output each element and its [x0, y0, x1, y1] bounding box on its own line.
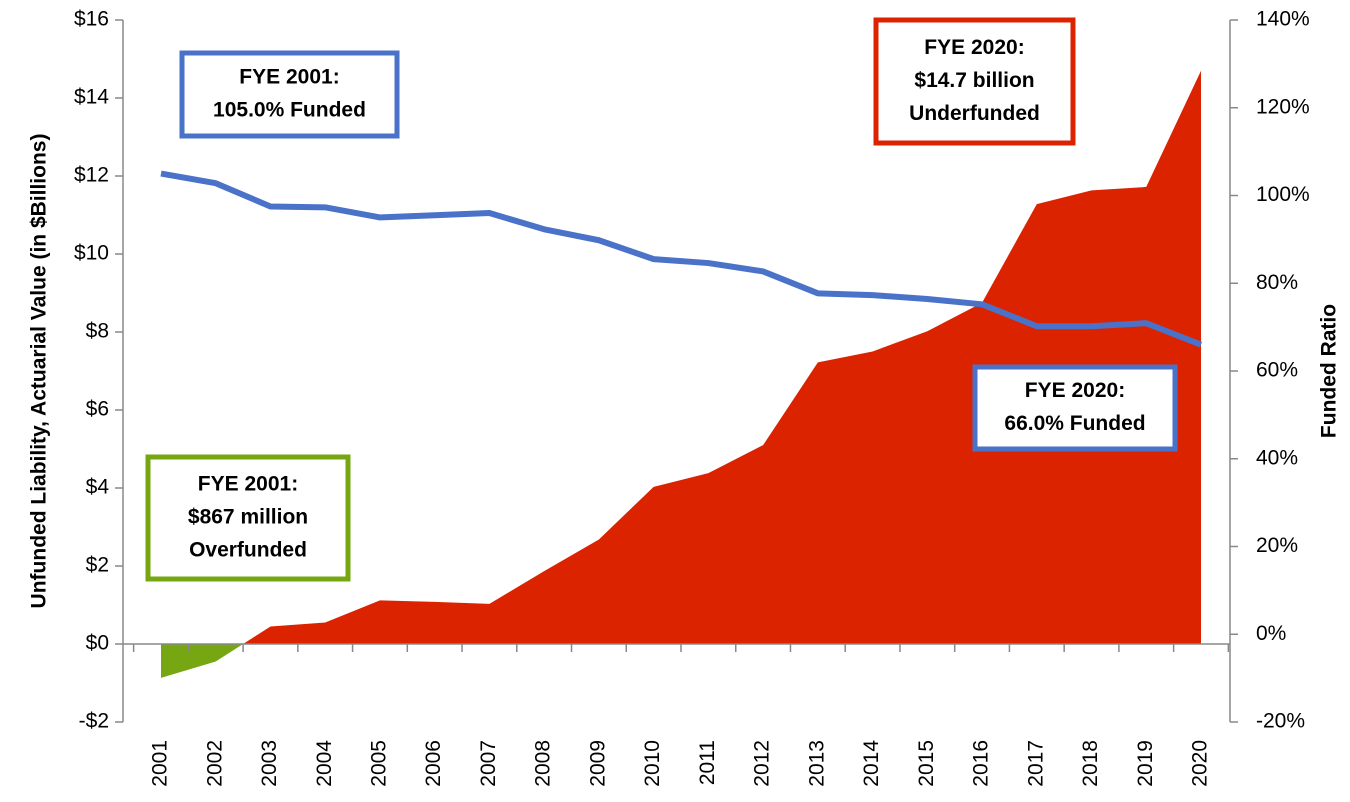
x-tick-label: 2004	[313, 740, 336, 787]
x-tick-label: 2017	[1024, 740, 1047, 787]
y-tick-label: $16	[74, 8, 109, 31]
y2-tick-label: 20%	[1256, 534, 1298, 557]
area	[161, 70, 1201, 678]
x-tick-label: 2019	[1134, 740, 1157, 787]
y-axis-title: Unfunded Liability, Actuarial Value (in …	[28, 134, 51, 609]
x-tick-label: 2012	[751, 740, 774, 787]
annotation-text: 66.0% Funded	[1004, 412, 1145, 435]
y2-tick-label: -20%	[1256, 710, 1305, 733]
x-tick-label: 2015	[915, 740, 938, 787]
annotation-text: Overfunded	[189, 539, 307, 562]
y2-tick-label: 60%	[1256, 359, 1298, 382]
y2-tick-label: 120%	[1256, 95, 1310, 118]
x-tick-label: 2002	[203, 740, 226, 787]
line	[160, 170, 1203, 348]
annotation-text: $14.7 billion	[914, 69, 1034, 92]
x-tick-label: 2011	[696, 740, 719, 785]
x-tick-label: 2009	[586, 740, 609, 787]
x-tick-label: 2001	[149, 740, 172, 787]
y-tick-label: $2	[86, 554, 109, 577]
x-tick-label: 2010	[641, 740, 664, 787]
y2-tick-label: 0%	[1256, 622, 1286, 645]
y-tick-label: -$2	[79, 710, 109, 733]
annotation-text: FYE 2001:	[198, 473, 298, 496]
annotation-text: FYE 2020:	[924, 36, 1024, 59]
annotation-text: $867 million	[188, 506, 308, 529]
y-tick-label: $6	[86, 398, 109, 421]
annotation-box	[145, 454, 351, 582]
y-tick-label: $10	[74, 242, 109, 265]
x-tick-label: 2014	[860, 740, 883, 787]
y-tick-label: $14	[74, 86, 109, 109]
x-tick-label: 2005	[367, 740, 390, 787]
x-tick-label: 2006	[422, 740, 445, 787]
annotation-box	[179, 50, 400, 139]
y2-axis-title: Funded Ratio	[1318, 304, 1341, 438]
annotation-text: FYE 2020:	[1025, 379, 1125, 402]
y2-tick-label: 40%	[1256, 446, 1298, 469]
y2-tick-label: 80%	[1256, 271, 1298, 294]
y-tick-label: $4	[86, 476, 110, 499]
x-tick-label: 2008	[532, 740, 555, 787]
annotation-box	[873, 17, 1076, 146]
x-tick-label: 2018	[1079, 740, 1102, 787]
x-tick-label: 2020	[1189, 740, 1212, 787]
annotation-box	[972, 364, 1178, 452]
annotation-text: FYE 2001:	[239, 66, 339, 89]
x-tick-label: 2013	[805, 740, 828, 787]
annotation-text: 105.0% Funded	[213, 99, 366, 122]
x-tick-label: 2016	[970, 740, 993, 787]
x-tick-label: 2007	[477, 740, 500, 787]
y-tick-label: $8	[86, 320, 109, 343]
y2-tick-label: 140%	[1256, 8, 1310, 31]
y-tick-label: $0	[86, 632, 109, 655]
x-tick-label: 2003	[258, 740, 281, 787]
y-tick-label: $12	[74, 164, 109, 187]
y2-tick-label: 100%	[1256, 183, 1310, 206]
annotation-text: Underfunded	[909, 102, 1040, 125]
